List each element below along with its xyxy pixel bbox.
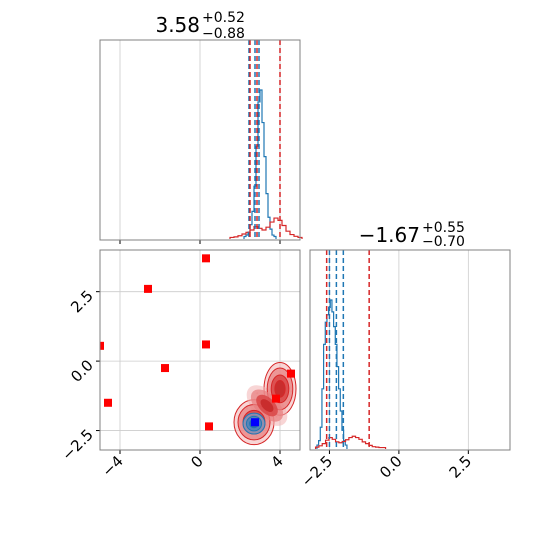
hist2-title-minus: −0.70 <box>422 234 465 250</box>
scatter-x-ticklabel-2: 4 <box>267 452 286 471</box>
scatter-red-point-7 <box>272 394 280 403</box>
scatter-red-point-8 <box>287 369 295 378</box>
scatter-red-point-4 <box>202 254 210 263</box>
scatter-frame <box>99 249 301 451</box>
hist2-title-median: −1.67 <box>359 223 420 247</box>
scatter-red-point-5 <box>202 340 210 349</box>
scatter-blue-point <box>251 418 259 427</box>
hist1-title-plus: +0.52 <box>202 10 245 26</box>
hist1-red-series <box>229 217 303 239</box>
scatter-red-point-1 <box>104 398 112 407</box>
hist2-title-plus: +0.55 <box>422 220 465 236</box>
scatter-panel: 2.5 0.0 −2.5−4 0 4 <box>58 249 301 480</box>
scatter-x-ticklabel-0: −4 <box>98 452 126 480</box>
hist2-x-ticklabel-1: 0.0 <box>376 452 406 482</box>
scatter-red-point-2 <box>144 284 152 293</box>
hist1-title-median: 3.58 <box>155 13 200 37</box>
hist2-frame <box>309 249 511 451</box>
hist2-blue-series <box>316 299 348 449</box>
scatter-red-point-0 <box>100 341 104 350</box>
scatter-red-point-3 <box>161 364 169 373</box>
hist2-panel: −2.5 0.0 2.5 <box>298 249 511 491</box>
hist2-x-ticklabel-0: −2.5 <box>298 452 336 490</box>
hist1-frame <box>99 39 301 241</box>
hist1-title: 3.58 <box>155 13 200 37</box>
scatter-y-ticklabel-1: 0.0 <box>67 356 97 386</box>
scatter-y-ticklabel-2: −2.5 <box>58 426 96 464</box>
scatter-y-ticklabel-0: 2.5 <box>67 287 97 317</box>
hist2-title: −1.67 <box>359 223 420 247</box>
scatter-red-point-6 <box>205 422 213 431</box>
hist2-x-ticklabel-2: 2.5 <box>446 452 476 482</box>
scatter-red-contour-bridge-3 <box>260 399 274 412</box>
scatter-plot-area <box>100 254 297 446</box>
scatter-x-ticklabel-1: 0 <box>187 452 206 471</box>
hist2-red-series <box>314 435 387 449</box>
hist1-panel <box>99 39 303 244</box>
hist1-title-minus: −0.88 <box>202 26 245 42</box>
